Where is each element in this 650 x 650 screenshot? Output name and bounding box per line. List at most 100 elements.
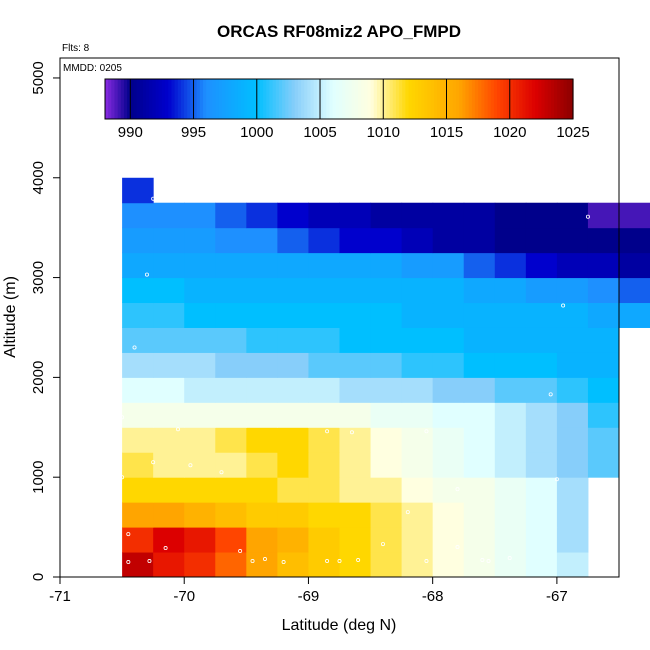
colorbar-segment (272, 79, 277, 119)
colorbar-tick-label: 1005 (303, 124, 336, 141)
heatmap-cell (401, 502, 434, 528)
heatmap-cell (153, 327, 185, 353)
x-tick-label: -69 (298, 588, 320, 605)
date-label: MMDD: 0205 (63, 63, 122, 74)
x-tick-label: -68 (422, 588, 444, 605)
heatmap-cell (370, 552, 403, 578)
heatmap-cell (370, 252, 403, 279)
colorbar-segment (497, 79, 501, 119)
colorbar-segment (357, 79, 362, 119)
colorbar-segment (301, 79, 305, 119)
heatmap-cell (463, 302, 496, 328)
colorbar-segment (152, 79, 157, 119)
heatmap-cell (308, 427, 340, 453)
colorbar-segment (500, 79, 505, 119)
heatmap-cell (370, 452, 403, 478)
colorbar-segment (105, 79, 109, 119)
heatmap-cell (277, 527, 309, 553)
colorbar-segment (449, 79, 454, 119)
heatmap-cell (184, 452, 216, 478)
heatmap-cell (122, 477, 154, 503)
heatmap-cell (401, 227, 434, 254)
sample-point (486, 559, 491, 564)
heatmap-cell (432, 352, 465, 378)
heatmap-cell (246, 427, 278, 453)
sample-point (380, 542, 385, 547)
heatmap-cell (339, 552, 372, 578)
colorbar-segment (259, 79, 264, 119)
colorbar-segment (222, 79, 226, 119)
x-tick-label: -67 (546, 588, 568, 605)
heatmap-cell (401, 527, 434, 553)
colorbar-segment (538, 79, 542, 119)
heatmap-cell (184, 377, 216, 403)
colorbar-tick-label: 1000 (240, 124, 273, 141)
colorbar-segment (240, 79, 245, 119)
sample-point (405, 510, 410, 515)
colorbar-segment (452, 79, 457, 119)
heatmap-cell (494, 477, 527, 503)
heatmap-cell (432, 427, 465, 453)
heatmap-cell (277, 327, 309, 353)
colorbar-segment (177, 79, 182, 119)
heatmap-cell (525, 302, 558, 328)
heatmap-cell (556, 202, 589, 229)
colorbar-segment (297, 79, 302, 119)
colorbar-segment (215, 79, 220, 119)
heatmap-cell (277, 552, 309, 578)
heatmap-cell (432, 302, 465, 328)
colorbar-segment (519, 79, 524, 119)
colorbar-segment (136, 79, 141, 119)
heatmap-cell (525, 277, 558, 304)
heatmap-cell (122, 377, 154, 403)
heatmap-cell (246, 477, 278, 503)
heatmap-cell (277, 252, 309, 279)
heatmap-cell (587, 202, 620, 229)
heatmap-cell (277, 377, 309, 403)
sample-point (554, 477, 559, 482)
heatmap-cell (246, 202, 278, 229)
colorbar-segment (354, 79, 359, 119)
sample-point (424, 429, 429, 434)
colorbar-segment (263, 79, 267, 119)
colorbar-segment (165, 79, 169, 119)
colorbar-tick-label: 1010 (367, 124, 400, 141)
heatmap-cell (153, 302, 185, 328)
heatmap-cell (339, 227, 372, 254)
sample-point (507, 556, 512, 561)
heatmap-cell (277, 352, 309, 378)
heatmap-cell (246, 527, 278, 553)
colorbar-segment (285, 79, 290, 119)
heatmap-cell (463, 352, 496, 378)
heatmap-cell (401, 377, 434, 403)
colorbar-segment (376, 79, 381, 119)
heatmap-cell (339, 352, 372, 378)
heatmap-cell (370, 477, 403, 503)
colorbar-segment (288, 79, 293, 119)
heatmap-cell (494, 527, 527, 553)
colorbar-segment (244, 79, 248, 119)
heatmap-cell (153, 277, 185, 304)
colorbar: 990 995 1000 1005 1010 1015 1020 1025 (104, 78, 590, 141)
heatmap-cell (587, 377, 620, 403)
heatmap-cell (432, 252, 465, 279)
colorbar-segment (468, 79, 473, 119)
heatmap-cell (432, 452, 465, 478)
colorbar-segment (490, 79, 495, 119)
heatmap-cell (556, 527, 589, 553)
heatmap-cell (494, 202, 527, 229)
colorbar-segment (535, 79, 539, 119)
colorbar-segment (563, 79, 568, 119)
sample-point (585, 214, 590, 219)
heatmap-cell (525, 502, 558, 528)
heatmap-cell (525, 552, 558, 578)
colorbar-segment (408, 79, 413, 119)
heatmap-cell (494, 227, 527, 254)
colorbar-segment (427, 79, 432, 119)
colorbar-segment (294, 79, 299, 119)
colorbar-segment (465, 79, 470, 119)
colorbar-segment (364, 79, 369, 119)
colorbar-segment (329, 79, 334, 119)
heatmap-cell (215, 277, 247, 304)
